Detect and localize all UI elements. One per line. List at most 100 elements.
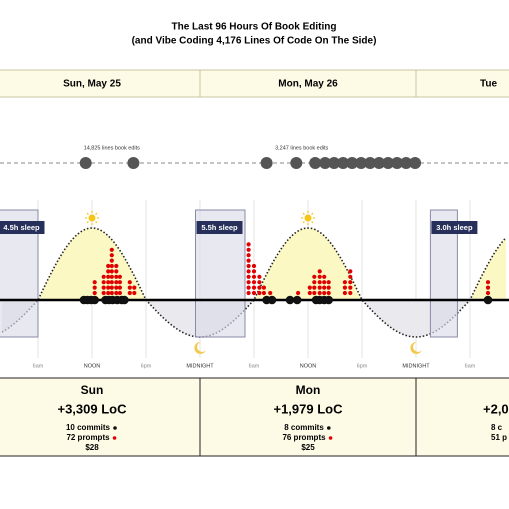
prompt-dot [246, 258, 251, 263]
prompt-stack [132, 285, 137, 296]
prompt-stack [317, 269, 322, 296]
sun-core [304, 214, 312, 222]
prompt-stack [342, 280, 347, 296]
moon-icon [410, 341, 422, 354]
day-commits: 8 c [491, 423, 503, 432]
prompt-dot [317, 269, 322, 274]
prompt-stack [326, 280, 331, 296]
commit-bullet [326, 426, 331, 430]
commit [120, 295, 129, 305]
prompt-dot [326, 280, 331, 285]
book-edit [260, 157, 273, 169]
prompt-dot [348, 269, 353, 274]
prompt-dot [109, 269, 114, 274]
prompt-dot [127, 280, 132, 285]
commit [483, 295, 493, 305]
book-edit [373, 157, 386, 169]
commit [324, 295, 334, 305]
prompt-stack [106, 263, 111, 296]
prompt-dot [106, 285, 111, 290]
sleep-label-bg [0, 221, 45, 234]
book-edit [127, 157, 140, 169]
prompt-dot [127, 290, 132, 296]
book-edit [391, 157, 404, 169]
prompt-dot [322, 280, 327, 285]
book-edit [319, 157, 332, 169]
commit [285, 295, 295, 305]
prompt-dot [109, 258, 114, 263]
prompt-stack [92, 280, 97, 296]
prompt-dot [246, 269, 251, 274]
day-header [415, 69, 509, 98]
chart-subtitle: (and Vibe Coding 4,176 Lines Of Code On … [132, 36, 377, 47]
prompt-dot [109, 290, 114, 296]
prompt-dot [246, 247, 251, 252]
x-tick-label: NOON [84, 363, 101, 369]
prompt-dot [261, 285, 266, 290]
prompt-dot [257, 280, 262, 285]
prompt-dot [132, 290, 137, 296]
day-prompts: 76 prompts [282, 433, 326, 442]
prompt-dot [109, 285, 114, 290]
book-edit [79, 157, 92, 169]
prompt-stack [348, 269, 353, 296]
prompt-stack [246, 242, 251, 296]
day-loc: +1,979 LoC [273, 401, 343, 416]
sleep-label-bg [196, 221, 243, 234]
prompt-stack [261, 285, 266, 296]
prompt-dot [296, 290, 301, 296]
x-tick-label: 6am [33, 363, 44, 369]
book-edit [409, 157, 422, 169]
sun-ray [311, 221, 314, 224]
prompt-dot [106, 274, 111, 279]
prompt-stack [114, 263, 119, 296]
prompt-dot [246, 285, 251, 290]
x-tick-label: MIDNIGHT [186, 363, 214, 369]
prompt-dot [246, 274, 251, 279]
prompt-dot [246, 242, 251, 247]
day-cost: $28 [85, 443, 99, 452]
book-edit [364, 157, 377, 169]
prompt-dot [251, 269, 257, 274]
prompt-dot [342, 280, 347, 285]
prompt-dot [485, 290, 491, 296]
x-tick-label: 6am [249, 363, 260, 369]
day-commits: 10 commits [66, 423, 111, 432]
prompt-stack [307, 285, 312, 296]
prompt-dot [348, 285, 353, 290]
day-header [199, 69, 417, 98]
day-loc: +2,0 [483, 401, 509, 416]
x-tick-label: NOON [300, 363, 317, 369]
prompt-dot [251, 274, 257, 279]
book-edit [400, 157, 413, 169]
prompt-dot [117, 280, 122, 285]
prompt-dot [114, 290, 119, 296]
prompt-dot [101, 280, 106, 285]
prompt-dot [92, 280, 97, 285]
prompt-dot [326, 290, 331, 296]
prompt-dot [312, 280, 317, 285]
prompt-stack [257, 274, 262, 296]
prompt-dot [485, 280, 491, 285]
prompt-stack [127, 280, 132, 296]
prompt-dot [92, 290, 97, 296]
prompt-dot [322, 290, 327, 296]
sun-icon [85, 211, 99, 225]
commit-bullet [113, 426, 117, 430]
prompt-dot [106, 263, 111, 269]
prompt-dot [117, 285, 122, 290]
day-commits: 8 commits [284, 423, 324, 432]
prompt-stack [109, 247, 114, 296]
prompt-dot [92, 285, 97, 290]
prompt-dot [106, 280, 111, 285]
prompt-dot [101, 274, 106, 279]
chart-title: The Last 96 Hours Of Book Editing [171, 22, 336, 33]
prompt-dot [109, 280, 114, 285]
prompt-stack [322, 274, 327, 296]
prompt-dot [114, 285, 119, 290]
prompt-dot [261, 290, 266, 296]
day-header-label: Mon, May 26 [278, 79, 338, 90]
night-fill [2, 300, 506, 337]
